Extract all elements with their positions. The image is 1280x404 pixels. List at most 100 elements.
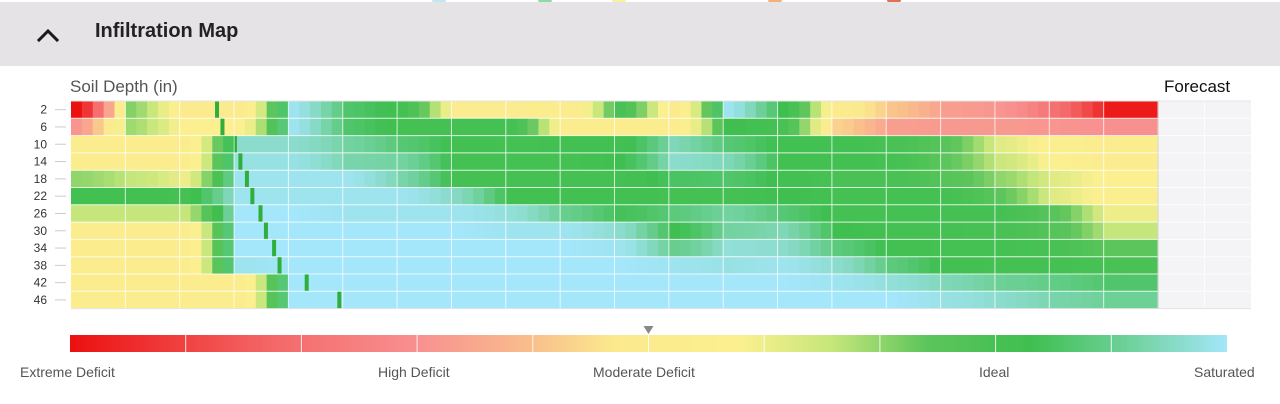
heatmap-cell	[918, 256, 931, 274]
wetting-front-mark	[232, 135, 237, 153]
heatmap-cell	[549, 135, 561, 153]
heatmap-cell	[1114, 274, 1126, 292]
heatmap-cell	[788, 101, 800, 119]
heatmap-cell	[299, 135, 311, 153]
heatmap-cell	[81, 118, 94, 136]
heatmap-cell	[1092, 291, 1105, 309]
heatmap-cell	[647, 101, 659, 119]
heatmap-cell	[331, 274, 344, 292]
heatmap-cell	[712, 118, 724, 136]
heatmap-cell	[907, 118, 920, 136]
panel-header[interactable]: Infiltration Map	[0, 2, 1280, 66]
color-scale-label: High Deficit	[378, 364, 450, 380]
heatmap-cell	[418, 222, 431, 240]
heatmap-cell	[994, 170, 1007, 188]
heatmap-cell	[657, 222, 670, 240]
heatmap-cell	[92, 204, 105, 223]
heatmap-cell	[179, 101, 192, 119]
heatmap-cell	[451, 170, 463, 188]
heatmap-cell	[386, 152, 398, 171]
heatmap-cell	[603, 274, 616, 292]
heatmap-cell	[223, 239, 235, 257]
heatmap-cell	[799, 204, 811, 223]
heatmap-cell	[1136, 239, 1148, 257]
heatmap-cell	[614, 135, 626, 153]
wetting-front-mark	[277, 256, 282, 274]
heatmap-cell	[473, 256, 485, 274]
heatmap-cell	[560, 187, 572, 205]
heatmap-cell	[418, 274, 431, 292]
heatmap-cell	[179, 135, 192, 153]
heatmap-cell	[190, 239, 203, 257]
heatmap-cell	[679, 187, 692, 205]
heatmap-cell	[560, 135, 572, 153]
heatmap-cell	[962, 222, 974, 240]
heatmap-cell	[886, 274, 898, 292]
heatmap-cell	[244, 170, 257, 188]
y-tick-label: 26	[34, 206, 48, 220]
heatmap-cell	[929, 135, 942, 153]
heatmap-cell	[375, 170, 387, 188]
heatmap-cell	[679, 135, 692, 153]
heatmap-cell	[288, 187, 300, 205]
heatmap-cell	[929, 187, 942, 205]
heatmap-cell	[103, 101, 116, 119]
heatmap-cell	[1016, 239, 1029, 257]
heatmap-cell	[560, 274, 572, 292]
heatmap-cell	[125, 291, 137, 309]
heatmap-cell	[984, 222, 996, 240]
heatmap-cell	[484, 170, 496, 188]
heatmap-cell	[353, 187, 366, 205]
heatmap-cell	[353, 274, 366, 292]
heatmap-cell	[190, 152, 203, 171]
heatmap-cell	[951, 152, 963, 171]
heatmap-cell	[1103, 204, 1116, 223]
heatmap-cell	[288, 256, 300, 274]
heatmap-cell	[755, 274, 768, 292]
collapse-toggle-button[interactable]	[30, 22, 66, 48]
heatmap-cell	[679, 222, 692, 240]
heatmap-cell	[484, 101, 496, 119]
heatmap-cell	[744, 152, 757, 171]
heatmap-cell	[799, 152, 811, 171]
tab-marker	[887, 0, 901, 3]
heatmap-cell	[310, 101, 322, 119]
heatmap-cell	[527, 135, 540, 153]
heatmap-cell	[147, 222, 159, 240]
heatmap-cell	[1125, 222, 1137, 240]
heatmap-cell	[266, 274, 279, 292]
heatmap-cell	[636, 291, 648, 309]
heatmap-cell	[1125, 256, 1137, 274]
heatmap-cell	[755, 135, 768, 153]
heatmap-cell	[527, 118, 540, 136]
heatmap-cell	[288, 274, 300, 292]
heatmap-cell	[331, 256, 344, 274]
heatmap-cell	[951, 256, 963, 274]
heatmap-cell	[853, 135, 866, 153]
heatmap-cell	[690, 118, 703, 136]
heatmap-cell	[331, 222, 344, 240]
heatmap-cell	[1136, 118, 1148, 136]
heatmap-cell	[690, 101, 703, 119]
heatmap-cell	[157, 135, 170, 153]
heatmap-cell	[364, 118, 376, 136]
heatmap-cell	[223, 152, 235, 171]
heatmap-cell	[690, 256, 703, 274]
heatmap-cell	[701, 291, 713, 309]
heatmap-cell	[962, 152, 974, 171]
heatmap-cell	[1081, 152, 1094, 171]
heatmap-cell	[864, 187, 876, 205]
heatmap-cell	[984, 187, 996, 205]
heatmap-cell	[429, 170, 442, 188]
heatmap-cell	[571, 170, 583, 188]
heatmap-cell	[538, 274, 550, 292]
heatmap-cell	[71, 152, 83, 171]
heatmap-cell	[1081, 222, 1094, 240]
heatmap-cell	[592, 204, 605, 223]
heatmap-cell	[484, 222, 496, 240]
heatmap-cell	[136, 152, 148, 171]
heatmap-cell	[494, 239, 507, 257]
heatmap-cell	[168, 152, 181, 171]
heatmap-cell	[744, 222, 757, 240]
heatmap-cell	[962, 187, 974, 205]
